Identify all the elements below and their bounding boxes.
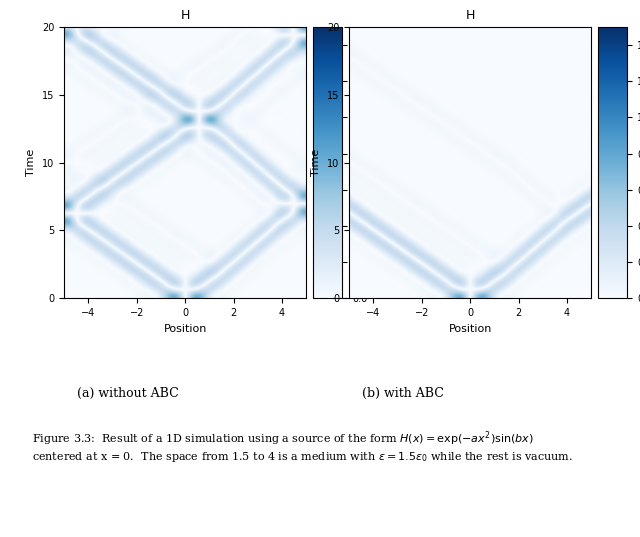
Title: H: H (180, 9, 190, 21)
Y-axis label: Time: Time (26, 149, 36, 176)
Y-axis label: Time: Time (311, 149, 321, 176)
Text: (a) without ABC: (a) without ABC (77, 387, 179, 400)
X-axis label: Position: Position (449, 324, 492, 333)
Text: Figure 3.3:  Result of a 1D simulation using a source of the form $H(x) = \exp(-: Figure 3.3: Result of a 1D simulation us… (32, 430, 573, 464)
Text: (b) with ABC: (b) with ABC (362, 387, 444, 400)
Title: H: H (465, 9, 475, 21)
X-axis label: Position: Position (163, 324, 207, 333)
